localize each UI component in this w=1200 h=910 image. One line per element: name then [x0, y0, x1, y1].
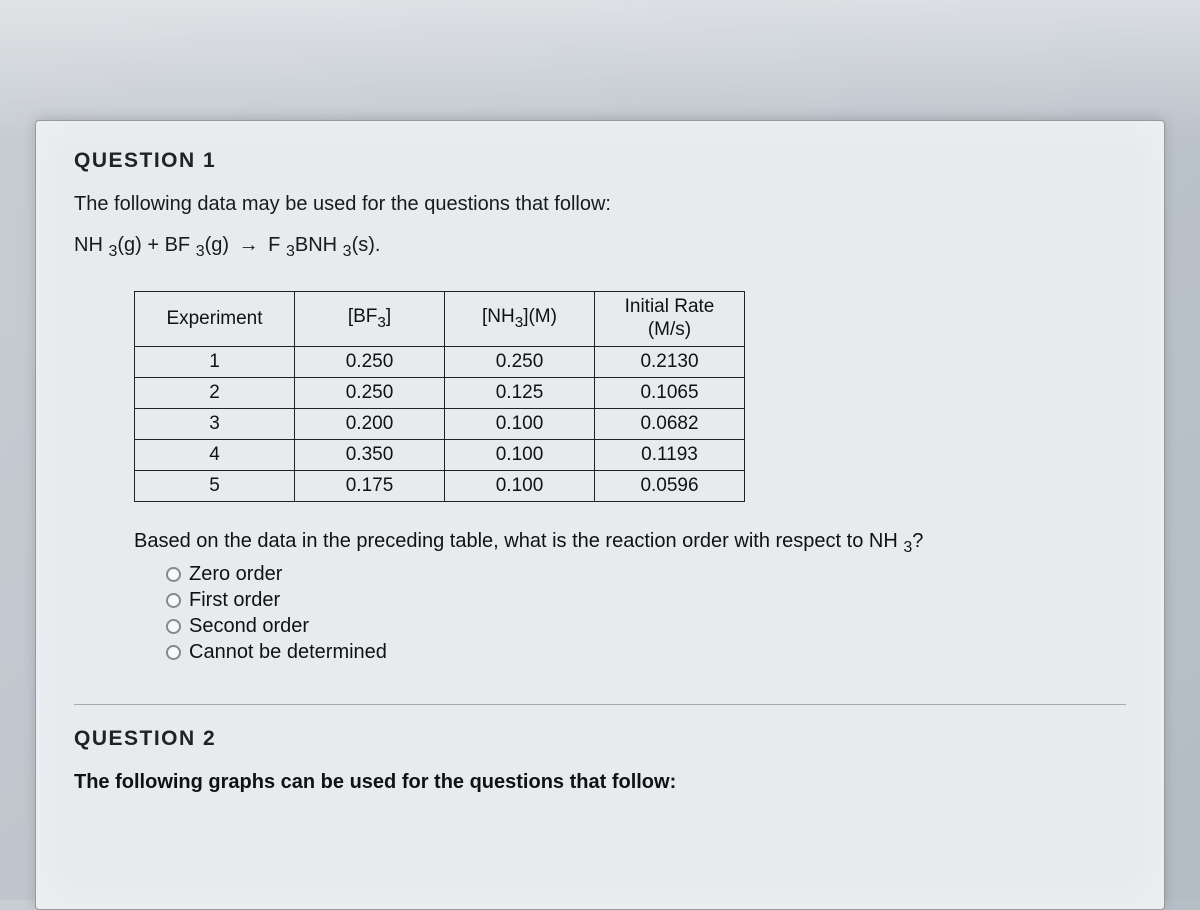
table-body: 10.2500.2500.213020.2500.1250.106530.200… [135, 346, 745, 501]
content-panel: QUESTION 1 The following data may be use… [35, 120, 1165, 910]
table-cell: 0.125 [445, 377, 595, 408]
question-2-intro: The following graphs can be used for the… [74, 771, 1126, 794]
table-cell: 4 [135, 439, 295, 470]
answer-option[interactable]: Cannot be determined [166, 641, 1126, 664]
table-row: 10.2500.2500.2130 [135, 346, 745, 377]
table-cell: 0.100 [445, 470, 595, 501]
question-2-block: QUESTION 2 The following graphs can be u… [74, 727, 1126, 794]
table-row: 40.3500.1000.1193 [135, 439, 745, 470]
table-header-cell: Initial Rate(M/s) [595, 292, 745, 347]
table-cell: 0.100 [445, 408, 595, 439]
answer-option[interactable]: Second order [166, 615, 1126, 638]
table-cell: 0.100 [445, 439, 595, 470]
table-cell: 3 [135, 408, 295, 439]
answer-options: Zero order First order Second order Cannot … [166, 563, 1126, 664]
option-label: Zero order [189, 563, 282, 586]
table-header-cell: [BF3] [295, 292, 445, 347]
table-cell: 0.175 [295, 470, 445, 501]
table-cell: 0.250 [295, 377, 445, 408]
option-label: First order [189, 589, 280, 612]
screen-glare [0, 0, 1200, 140]
radio-icon[interactable] [166, 619, 181, 634]
page-background: QUESTION 1 The following data may be use… [0, 0, 1200, 900]
table-cell: 1 [135, 346, 295, 377]
table-cell: 0.1065 [595, 377, 745, 408]
table-cell: 0.250 [445, 346, 595, 377]
table-header-cell: [NH3](M) [445, 292, 595, 347]
table-header-cell: Experiment [135, 292, 295, 347]
question-1-intro: The following data may be used for the q… [74, 193, 1126, 216]
table-cell: 5 [135, 470, 295, 501]
answer-option[interactable]: First order [166, 589, 1126, 612]
table-cell: 0.250 [295, 346, 445, 377]
reaction-equation: NH 3(g) + BF 3(g) → F 3BNH 3(s). [74, 234, 1126, 261]
table-row: 20.2500.1250.1065 [135, 377, 745, 408]
radio-icon[interactable] [166, 593, 181, 608]
table-row: 30.2000.1000.0682 [135, 408, 745, 439]
table-cell: 0.0596 [595, 470, 745, 501]
question-1-heading: QUESTION 1 [74, 149, 1126, 173]
rate-data-table: Experiment[BF3][NH3](M)Initial Rate(M/s)… [134, 291, 745, 502]
table-cell: 0.2130 [595, 346, 745, 377]
radio-icon[interactable] [166, 567, 181, 582]
table-cell: 0.200 [295, 408, 445, 439]
question-2-heading: QUESTION 2 [74, 727, 1126, 751]
radio-icon[interactable] [166, 645, 181, 660]
table-row: 50.1750.1000.0596 [135, 470, 745, 501]
question-divider [74, 704, 1126, 705]
table-cell: 0.350 [295, 439, 445, 470]
table-cell: 0.1193 [595, 439, 745, 470]
option-label: Second order [189, 615, 309, 638]
question-1-block: QUESTION 1 The following data may be use… [74, 149, 1126, 664]
question-1-prompt: Based on the data in the preceding table… [134, 530, 1126, 557]
table-header-row: Experiment[BF3][NH3](M)Initial Rate(M/s) [135, 292, 745, 347]
table-cell: 2 [135, 377, 295, 408]
option-label: Cannot be determined [189, 641, 387, 664]
answer-option[interactable]: Zero order [166, 563, 1126, 586]
table-cell: 0.0682 [595, 408, 745, 439]
